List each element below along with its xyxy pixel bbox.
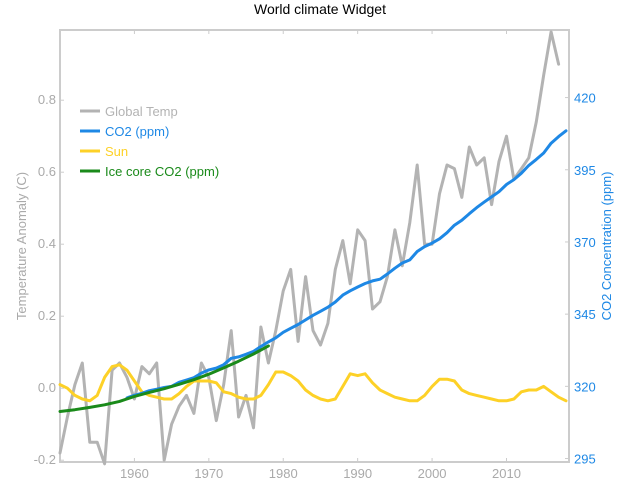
- y-tick-label: 0.0: [38, 380, 56, 395]
- y-tick-label: 0.6: [38, 164, 56, 179]
- y-axis-left: -0.2 0.0 0.2 0.4 0.6 0.8: [34, 92, 64, 467]
- co2-line: [125, 129, 568, 400]
- ice-core-co2-line: [58, 344, 270, 413]
- legend-label: CO2 (ppm): [105, 124, 169, 139]
- x-tick-label: 1970: [194, 466, 223, 480]
- chart-title: World climate Widget: [254, 1, 386, 17]
- legend-label: Global Temp: [105, 104, 178, 119]
- x-axis: 1960 1970 1980 1990 2000 2010: [120, 30, 521, 480]
- y-axis-right: 295 320 345 370 395 420: [565, 91, 596, 467]
- y2-tick-label: 320: [574, 379, 596, 394]
- y-tick-label: -0.2: [34, 452, 56, 467]
- series-layer: [58, 30, 568, 466]
- plot-frame: [59, 29, 570, 463]
- y2-tick-label: 295: [574, 452, 596, 467]
- x-tick-label: 1980: [269, 466, 298, 480]
- legend: Global Temp CO2 (ppm) Sun Ice core CO2 (ppm…: [80, 104, 219, 179]
- global-temp-line: [58, 30, 561, 466]
- y-axis-left-label: Temperature Anomaly (C): [14, 172, 29, 320]
- y2-tick-label: 370: [574, 235, 596, 250]
- y-tick-label: 0.2: [38, 308, 56, 323]
- x-tick-label: 1990: [343, 466, 372, 480]
- x-tick-label: 1960: [120, 466, 149, 480]
- legend-label: Ice core CO2 (ppm): [105, 164, 219, 179]
- y2-tick-label: 420: [574, 91, 596, 106]
- y2-tick-label: 395: [574, 163, 596, 178]
- y2-tick-label: 345: [574, 307, 596, 322]
- y-tick-label: 0.4: [38, 236, 56, 251]
- x-tick-label: 2010: [492, 466, 521, 480]
- y-tick-label: 0.8: [38, 92, 56, 107]
- legend-label: Sun: [105, 144, 128, 159]
- x-tick-label: 2000: [418, 466, 447, 480]
- y-axis-right-label: CO2 Concentration (ppm): [599, 172, 614, 321]
